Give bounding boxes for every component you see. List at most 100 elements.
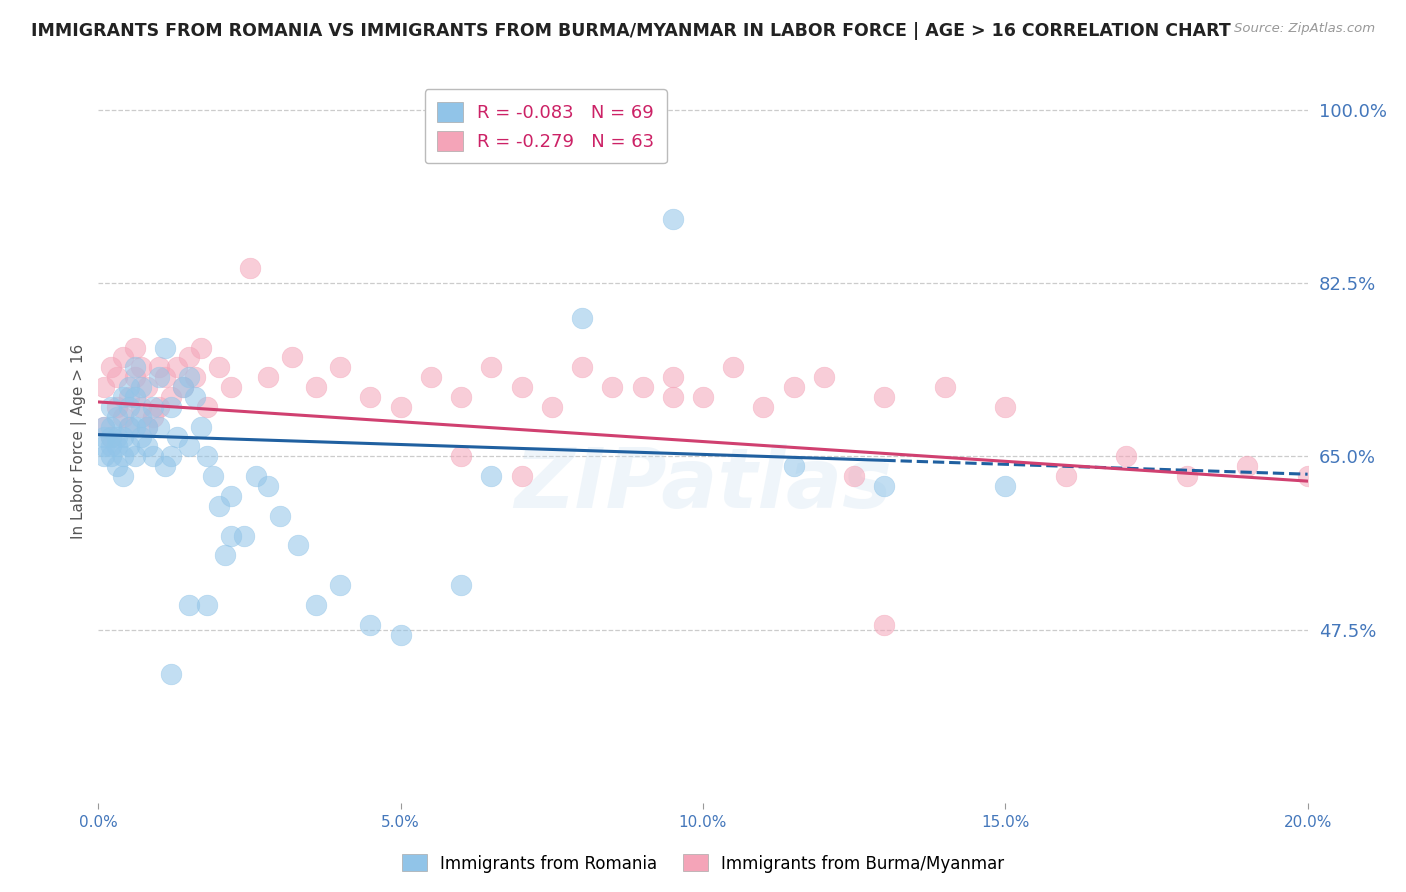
Point — [994, 400, 1017, 414]
Point — [118, 419, 141, 434]
Point — [239, 261, 262, 276]
Point — [148, 370, 170, 384]
Point — [256, 370, 278, 384]
Point — [190, 341, 212, 355]
Point — [179, 598, 201, 612]
Point — [221, 528, 243, 542]
Point — [450, 450, 472, 464]
Point — [153, 341, 176, 355]
Point — [172, 380, 194, 394]
Point — [783, 380, 806, 394]
Point — [360, 390, 382, 404]
Point — [195, 598, 218, 612]
Point — [105, 459, 128, 474]
Point — [692, 390, 714, 404]
Point — [783, 459, 806, 474]
Point — [124, 360, 146, 375]
Point — [179, 351, 201, 365]
Point — [184, 370, 207, 384]
Point — [166, 360, 188, 375]
Point — [1296, 469, 1319, 483]
Point — [571, 310, 593, 325]
Point — [202, 469, 225, 483]
Point — [111, 469, 134, 483]
Point — [124, 370, 146, 384]
Point — [661, 211, 683, 226]
Point — [256, 479, 278, 493]
Point — [1236, 459, 1258, 474]
Point — [844, 469, 866, 483]
Point — [135, 419, 157, 434]
Point — [510, 469, 533, 483]
Point — [105, 440, 128, 454]
Legend: R = -0.083   N = 69, R = -0.279   N = 63: R = -0.083 N = 69, R = -0.279 N = 63 — [425, 89, 666, 163]
Point — [287, 539, 309, 553]
Point — [100, 429, 122, 443]
Point — [93, 429, 115, 443]
Point — [124, 419, 146, 434]
Point — [360, 617, 382, 632]
Point — [1175, 469, 1198, 483]
Point — [179, 440, 201, 454]
Point — [118, 400, 141, 414]
Point — [153, 370, 176, 384]
Point — [723, 360, 745, 375]
Point — [118, 390, 141, 404]
Point — [100, 429, 122, 443]
Point — [269, 508, 291, 523]
Point — [100, 440, 122, 454]
Point — [118, 440, 141, 454]
Point — [105, 409, 128, 424]
Point — [481, 469, 503, 483]
Point — [105, 370, 128, 384]
Point — [93, 380, 115, 394]
Point — [934, 380, 956, 394]
Point — [148, 419, 170, 434]
Point — [129, 400, 152, 414]
Point — [1115, 450, 1137, 464]
Point — [245, 469, 267, 483]
Point — [105, 400, 128, 414]
Point — [100, 419, 122, 434]
Point — [190, 419, 212, 434]
Point — [135, 380, 157, 394]
Point — [111, 450, 134, 464]
Point — [195, 450, 218, 464]
Point — [281, 351, 304, 365]
Point — [160, 400, 183, 414]
Point — [232, 528, 254, 542]
Point — [752, 400, 775, 414]
Point — [148, 400, 170, 414]
Point — [510, 380, 533, 394]
Point — [166, 429, 188, 443]
Point — [93, 440, 115, 454]
Point — [305, 380, 328, 394]
Point — [105, 429, 128, 443]
Point — [540, 400, 562, 414]
Point — [124, 341, 146, 355]
Point — [142, 409, 165, 424]
Point — [118, 380, 141, 394]
Point — [129, 429, 152, 443]
Point — [135, 419, 157, 434]
Point — [208, 360, 231, 375]
Legend: Immigrants from Romania, Immigrants from Burma/Myanmar: Immigrants from Romania, Immigrants from… — [395, 847, 1011, 880]
Point — [389, 400, 412, 414]
Point — [160, 667, 183, 681]
Point — [160, 450, 183, 464]
Point — [329, 360, 352, 375]
Point — [129, 409, 152, 424]
Point — [661, 370, 683, 384]
Point — [148, 360, 170, 375]
Point — [208, 499, 231, 513]
Y-axis label: In Labor Force | Age > 16: In Labor Force | Age > 16 — [72, 344, 87, 539]
Point — [111, 409, 134, 424]
Point — [873, 617, 896, 632]
Point — [661, 390, 683, 404]
Point — [179, 370, 201, 384]
Point — [100, 360, 122, 375]
Point — [184, 390, 207, 404]
Text: IMMIGRANTS FROM ROMANIA VS IMMIGRANTS FROM BURMA/MYANMAR IN LABOR FORCE | AGE > : IMMIGRANTS FROM ROMANIA VS IMMIGRANTS FR… — [31, 22, 1230, 40]
Point — [93, 450, 115, 464]
Point — [160, 390, 183, 404]
